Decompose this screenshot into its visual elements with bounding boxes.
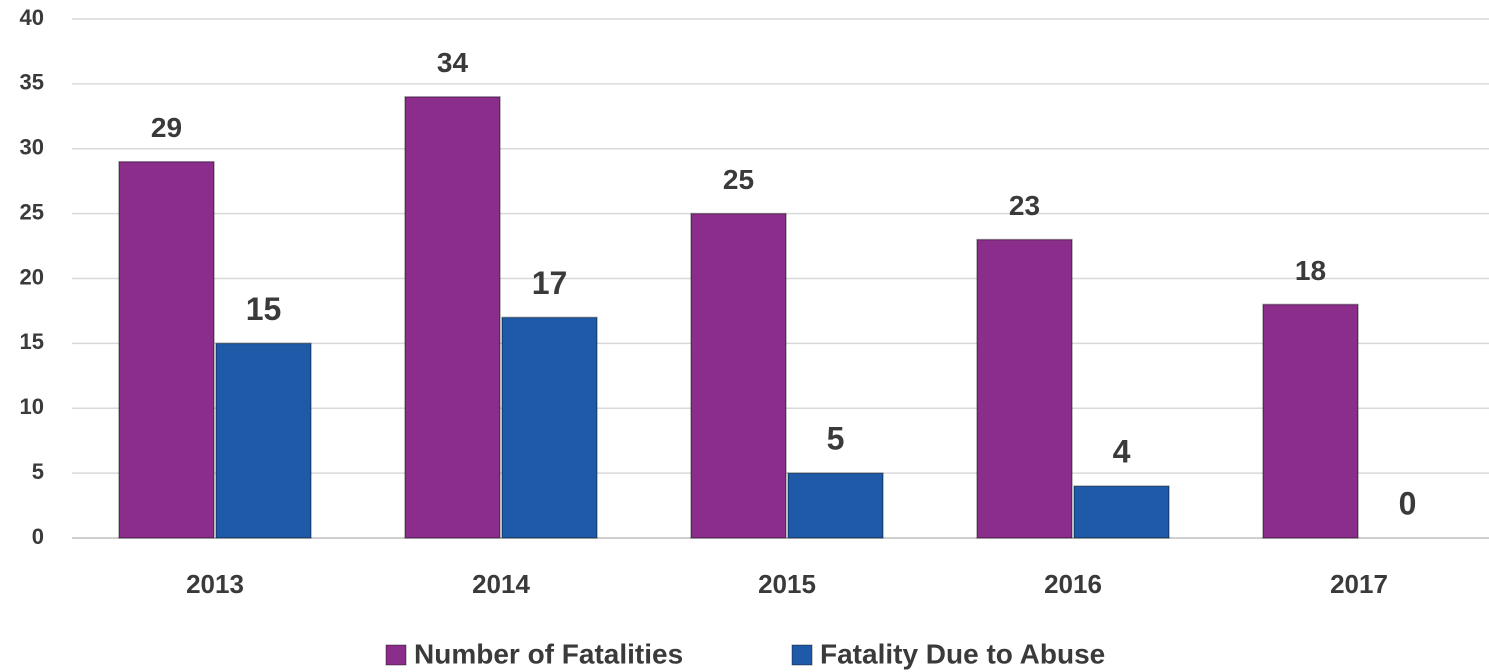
value-label: 25 <box>723 164 754 195</box>
bar <box>215 342 312 539</box>
y-tick-label: 35 <box>20 70 44 95</box>
legend-label: Fatality Due to Abuse <box>820 638 1105 669</box>
legend-swatch <box>385 644 407 666</box>
bar <box>1262 303 1359 539</box>
y-tick-label: 5 <box>32 459 44 484</box>
x-tick-label: 2016 <box>1044 569 1102 599</box>
bar <box>976 238 1073 539</box>
y-tick-label: 40 <box>20 5 44 30</box>
y-tick-label: 25 <box>20 199 44 224</box>
x-tick-label: 2017 <box>1330 569 1388 599</box>
value-label: 0 <box>1399 485 1417 521</box>
y-tick-label: 30 <box>20 135 44 160</box>
value-label: 5 <box>827 421 845 457</box>
value-label: 23 <box>1009 190 1040 221</box>
bar <box>404 96 501 539</box>
legend-label: Number of Fatalities <box>414 638 683 669</box>
bar <box>1073 485 1170 539</box>
bar <box>501 316 598 539</box>
bar <box>118 160 215 539</box>
value-label: 18 <box>1295 255 1326 286</box>
value-label: 34 <box>437 47 469 78</box>
y-tick-label: 15 <box>20 329 44 354</box>
y-tick-label: 0 <box>32 524 44 549</box>
value-label: 15 <box>246 291 282 327</box>
bar <box>690 212 787 539</box>
x-tick-label: 2013 <box>186 569 244 599</box>
value-label: 4 <box>1113 434 1131 470</box>
bar <box>787 472 884 539</box>
value-label: 17 <box>532 265 568 301</box>
x-tick-label: 2015 <box>758 569 816 599</box>
y-tick-label: 10 <box>20 394 44 419</box>
legend-swatch <box>791 644 813 666</box>
x-tick-label: 2014 <box>472 569 530 599</box>
value-label: 29 <box>151 112 182 143</box>
y-tick-label: 20 <box>20 264 44 289</box>
